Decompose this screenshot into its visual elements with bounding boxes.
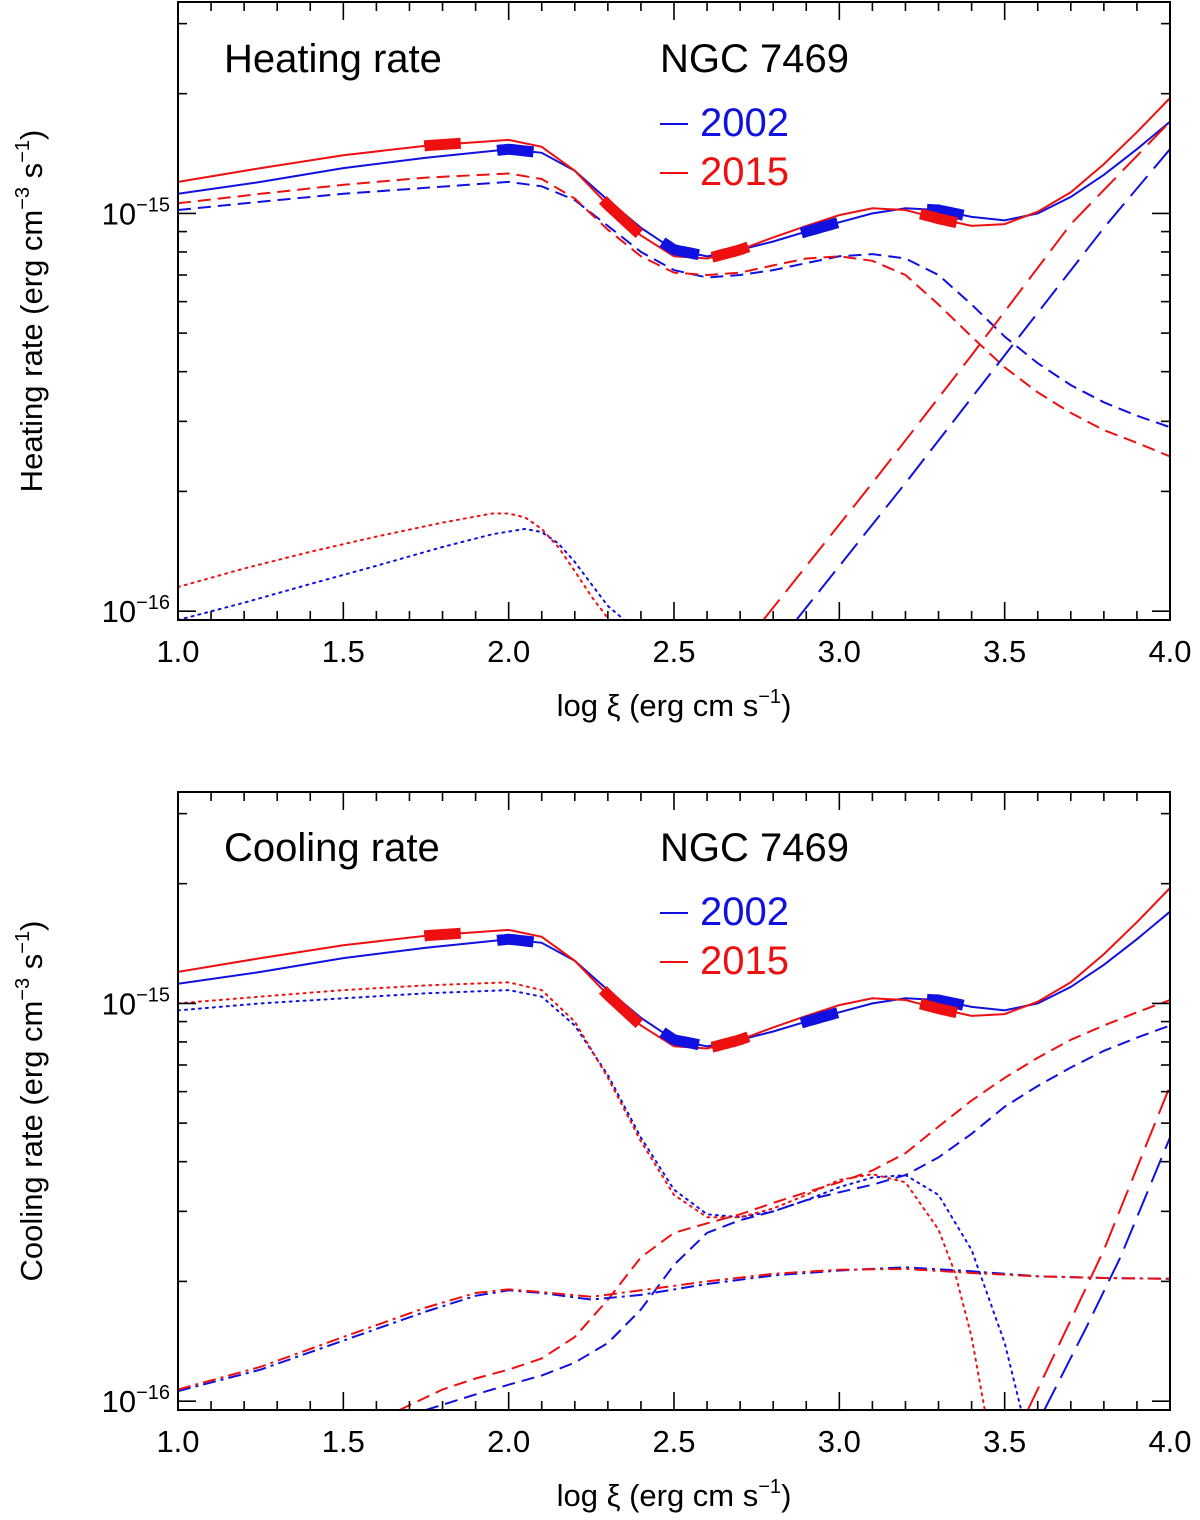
- cooling-x-axis-title: log ξ (erg cm s−1): [557, 1476, 792, 1513]
- cooling-y-tick-label: 10−15: [102, 984, 170, 1021]
- cooling-y-tick-labels: 10−16 10−15: [102, 984, 170, 1419]
- cooling-segment-marker: [496, 933, 535, 948]
- cooling-plot-frame: [177, 791, 1171, 1411]
- heating-panel-title: Heating rate: [224, 37, 442, 81]
- heating-segment-marker: [926, 203, 965, 221]
- heating-segment-marker: [659, 237, 700, 261]
- heating-y-tick-label: 10−16: [102, 592, 170, 629]
- heating-legend: 2002 2015: [660, 101, 789, 194]
- heating-y-tick-label: 10−15: [102, 194, 170, 231]
- cooling-segment-marker: [799, 1007, 840, 1029]
- heating-x-tick-labels: 1.0 1.5 2.0 2.5 3.0 3.5 4.0: [156, 634, 1191, 669]
- cooling-legend-2015-label: 2015: [700, 939, 789, 983]
- cooling-series-2015-dash-dot: [178, 1267, 1170, 1391]
- heating-object-label: NGC 7469: [660, 37, 849, 81]
- heating-plot-frame: [177, 1, 1171, 621]
- cooling-x-tick-label: 1.0: [156, 1424, 199, 1459]
- heating-segment-marker: [919, 208, 958, 229]
- cooling-segment-marker: [926, 993, 965, 1011]
- cooling-x-tick-label: 4.0: [1148, 1424, 1191, 1459]
- cooling-y-axis-title: Cooling rate (erg cm−3 s−1): [12, 921, 49, 1282]
- cooling-segment-marker: [710, 1031, 751, 1053]
- heating-ticks: [177, 2, 1171, 620]
- cooling-series-2002-dash-dot: [178, 1266, 1170, 1393]
- cooling-segment-marker: [423, 927, 462, 942]
- cooling-object-label: NGC 7469: [660, 826, 849, 870]
- cooling-segment-marker: [659, 1027, 700, 1051]
- heating-legend-2002-label: 2002: [700, 101, 789, 145]
- heating-series-2002-dotted: [178, 527, 626, 620]
- cooling-panel-title: Cooling rate: [224, 826, 440, 870]
- cooling-x-tick-label: 2.0: [487, 1424, 530, 1459]
- cooling-series-2015-total: [178, 887, 1170, 1050]
- cooling-segment-marker: [919, 998, 958, 1019]
- cooling-legend-2002-label: 2002: [700, 890, 789, 934]
- heating-panel: 1.0 1.5 2.0 2.5 3.0 3.5 4.0 10−16 10−15 Heating…: [12, 1, 1192, 723]
- heating-series-2002-long-dash: [795, 148, 1170, 620]
- cooling-y-tick-label: 10−16: [102, 1382, 170, 1419]
- heating-series-2015-total: [178, 97, 1170, 260]
- cooling-series-2002-total: [178, 910, 1170, 1048]
- heating-x-tick-label: 2.5: [652, 634, 695, 669]
- cooling-legend: 2002 2015: [660, 890, 789, 983]
- heating-y-tick-labels: 10−16 10−15: [102, 194, 170, 629]
- heating-x-tick-label: 3.0: [818, 634, 861, 669]
- heating-y-axis-title: Heating rate (erg cm−3 s−1): [12, 130, 49, 493]
- cooling-x-tick-labels: 1.0 1.5 2.0 2.5 3.0 3.5 4.0: [156, 1424, 1191, 1459]
- cooling-x-tick-label: 3.5: [983, 1424, 1026, 1459]
- cooling-panel: 1.0 1.5 2.0 2.5 3.0 3.5 4.0 10−16 10−15 Cooling…: [12, 791, 1192, 1513]
- heating-x-tick-label: 2.0: [487, 634, 530, 669]
- cooling-plot-area: [178, 887, 1170, 1410]
- cooling-series-2015-dotted: [178, 981, 986, 1410]
- heating-series-2015-dotted: [178, 512, 609, 620]
- heating-series-2015-long-dash: [762, 121, 1170, 620]
- heating-segment-marker: [496, 143, 535, 158]
- heating-segment-marker: [710, 241, 751, 263]
- cooling-segment-marker: [598, 986, 643, 1029]
- heating-x-axis-title: log ξ (erg cm s−1): [557, 686, 792, 723]
- cooling-series-2015-dashed: [399, 999, 1170, 1410]
- heating-x-tick-label: 1.5: [322, 634, 365, 669]
- cooling-series-2015-long-dash: [1026, 1085, 1170, 1410]
- cooling-series-2002-dashed: [425, 1024, 1170, 1410]
- heating-plot-area: [178, 97, 1170, 620]
- heating-x-tick-label: 1.0: [156, 634, 199, 669]
- heating-segment-marker: [423, 137, 462, 152]
- heating-x-tick-label: 4.0: [1148, 634, 1191, 669]
- heating-segment-marker: [598, 196, 643, 239]
- cooling-x-tick-label: 3.0: [818, 1424, 861, 1459]
- heating-legend-2015-label: 2015: [700, 150, 789, 194]
- cooling-x-tick-label: 2.5: [652, 1424, 695, 1459]
- cooling-ticks: [177, 792, 1171, 1410]
- cooling-series-2002-long-dash: [1043, 1137, 1170, 1410]
- heating-x-tick-label: 3.5: [983, 634, 1026, 669]
- cooling-x-tick-label: 1.5: [322, 1424, 365, 1459]
- heating-series-2002-dashed: [178, 180, 1170, 429]
- heating-series-2002-total: [178, 120, 1170, 258]
- heating-segment-marker: [799, 217, 840, 239]
- heating-series-2015-dashed: [178, 172, 1170, 458]
